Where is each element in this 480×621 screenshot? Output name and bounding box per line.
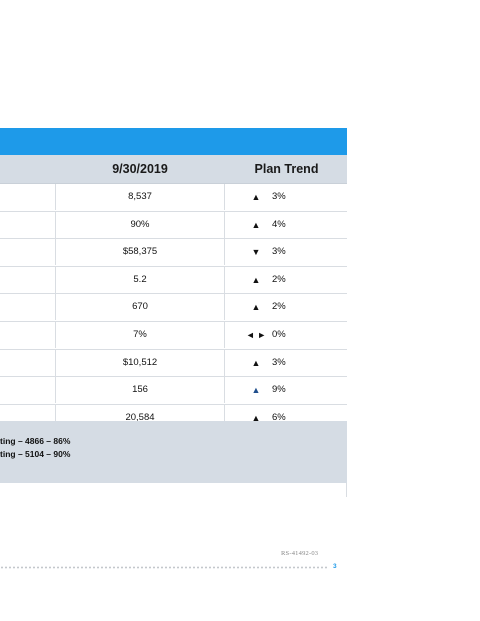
trend-arrow-icon: ▲ (251, 274, 261, 285)
value-cell: 7% (55, 321, 225, 348)
page-number: 3 (333, 563, 337, 570)
trend-arrow-icon: ◄ ► (245, 329, 267, 340)
document-code: RS-41492-03 (281, 550, 319, 557)
data-table: 9/30/2019 Plan Trend 8,537 ▲ 3% 90% ▲ 4% $58,3… (0, 155, 347, 433)
value-cell: 20,584 (55, 404, 225, 431)
table-row: 5.2 ▲ 2% (0, 266, 347, 295)
value-cell: 670 (55, 294, 225, 321)
trend-percent: 4% (272, 218, 286, 230)
dotted-footer-rule (0, 565, 328, 570)
trend-percent: 9% (272, 384, 286, 396)
trend-percent: 3% (272, 356, 286, 368)
trend-percent: 2% (272, 301, 286, 313)
trend-arrow-icon: ▲ (251, 412, 261, 423)
value-cell: 156 (55, 377, 225, 404)
trend-arrow-icon: ▲ (251, 385, 261, 396)
table-row: 670 ▲ 2% (0, 294, 347, 322)
trend-arrow-icon: ▲ (251, 192, 261, 202)
table-row: $58,375 ▼ 3% (0, 239, 347, 267)
trend-percent: 6% (272, 411, 286, 423)
value-cell: 90% (55, 211, 225, 238)
trend-arrow-icon: ▲ (251, 357, 261, 368)
table-row: 156 ▲ 9% (0, 377, 347, 405)
note-line: ting – 4866 – 86% (0, 436, 71, 446)
table-body: 8,537 ▲ 3% 90% ▲ 4% $58,375 ▼ 3% 5.2 ▲ 2% 670 ▲ 2% 7% ◄ … (0, 184, 347, 433)
table-row: 8,537 ▲ 3% (0, 184, 347, 212)
trend-percent: 2% (272, 273, 286, 285)
trend-percent: 3% (272, 191, 286, 202)
value-cell: 8,537 (55, 184, 225, 210)
table-header: 9/30/2019 Plan Trend (0, 155, 347, 184)
trend-arrow-icon: ▲ (251, 219, 261, 230)
trend-arrow-icon: ▲ (251, 302, 261, 313)
trend-arrow-icon: ▼ (251, 247, 261, 258)
table-row: 90% ▲ 4% (0, 211, 347, 240)
table-row: 7% ◄ ► 0% (0, 321, 347, 350)
table-row: $10,512 ▲ 3% (0, 349, 347, 378)
note-line: ting – 5104 – 90% (0, 449, 71, 459)
divider-line (346, 483, 347, 497)
value-cell: 5.2 (55, 266, 225, 293)
column-header-date: 9/30/2019 (112, 162, 168, 176)
trend-percent: 0% (272, 328, 286, 340)
trend-percent: 3% (272, 246, 286, 258)
column-header-plan-trend: Plan Trend (254, 162, 319, 176)
title-banner (0, 128, 347, 155)
value-cell: $58,375 (55, 239, 225, 266)
value-cell: $10,512 (55, 349, 225, 376)
notes-box: ting – 4866 – 86% ting – 5104 – 90% (0, 421, 347, 483)
